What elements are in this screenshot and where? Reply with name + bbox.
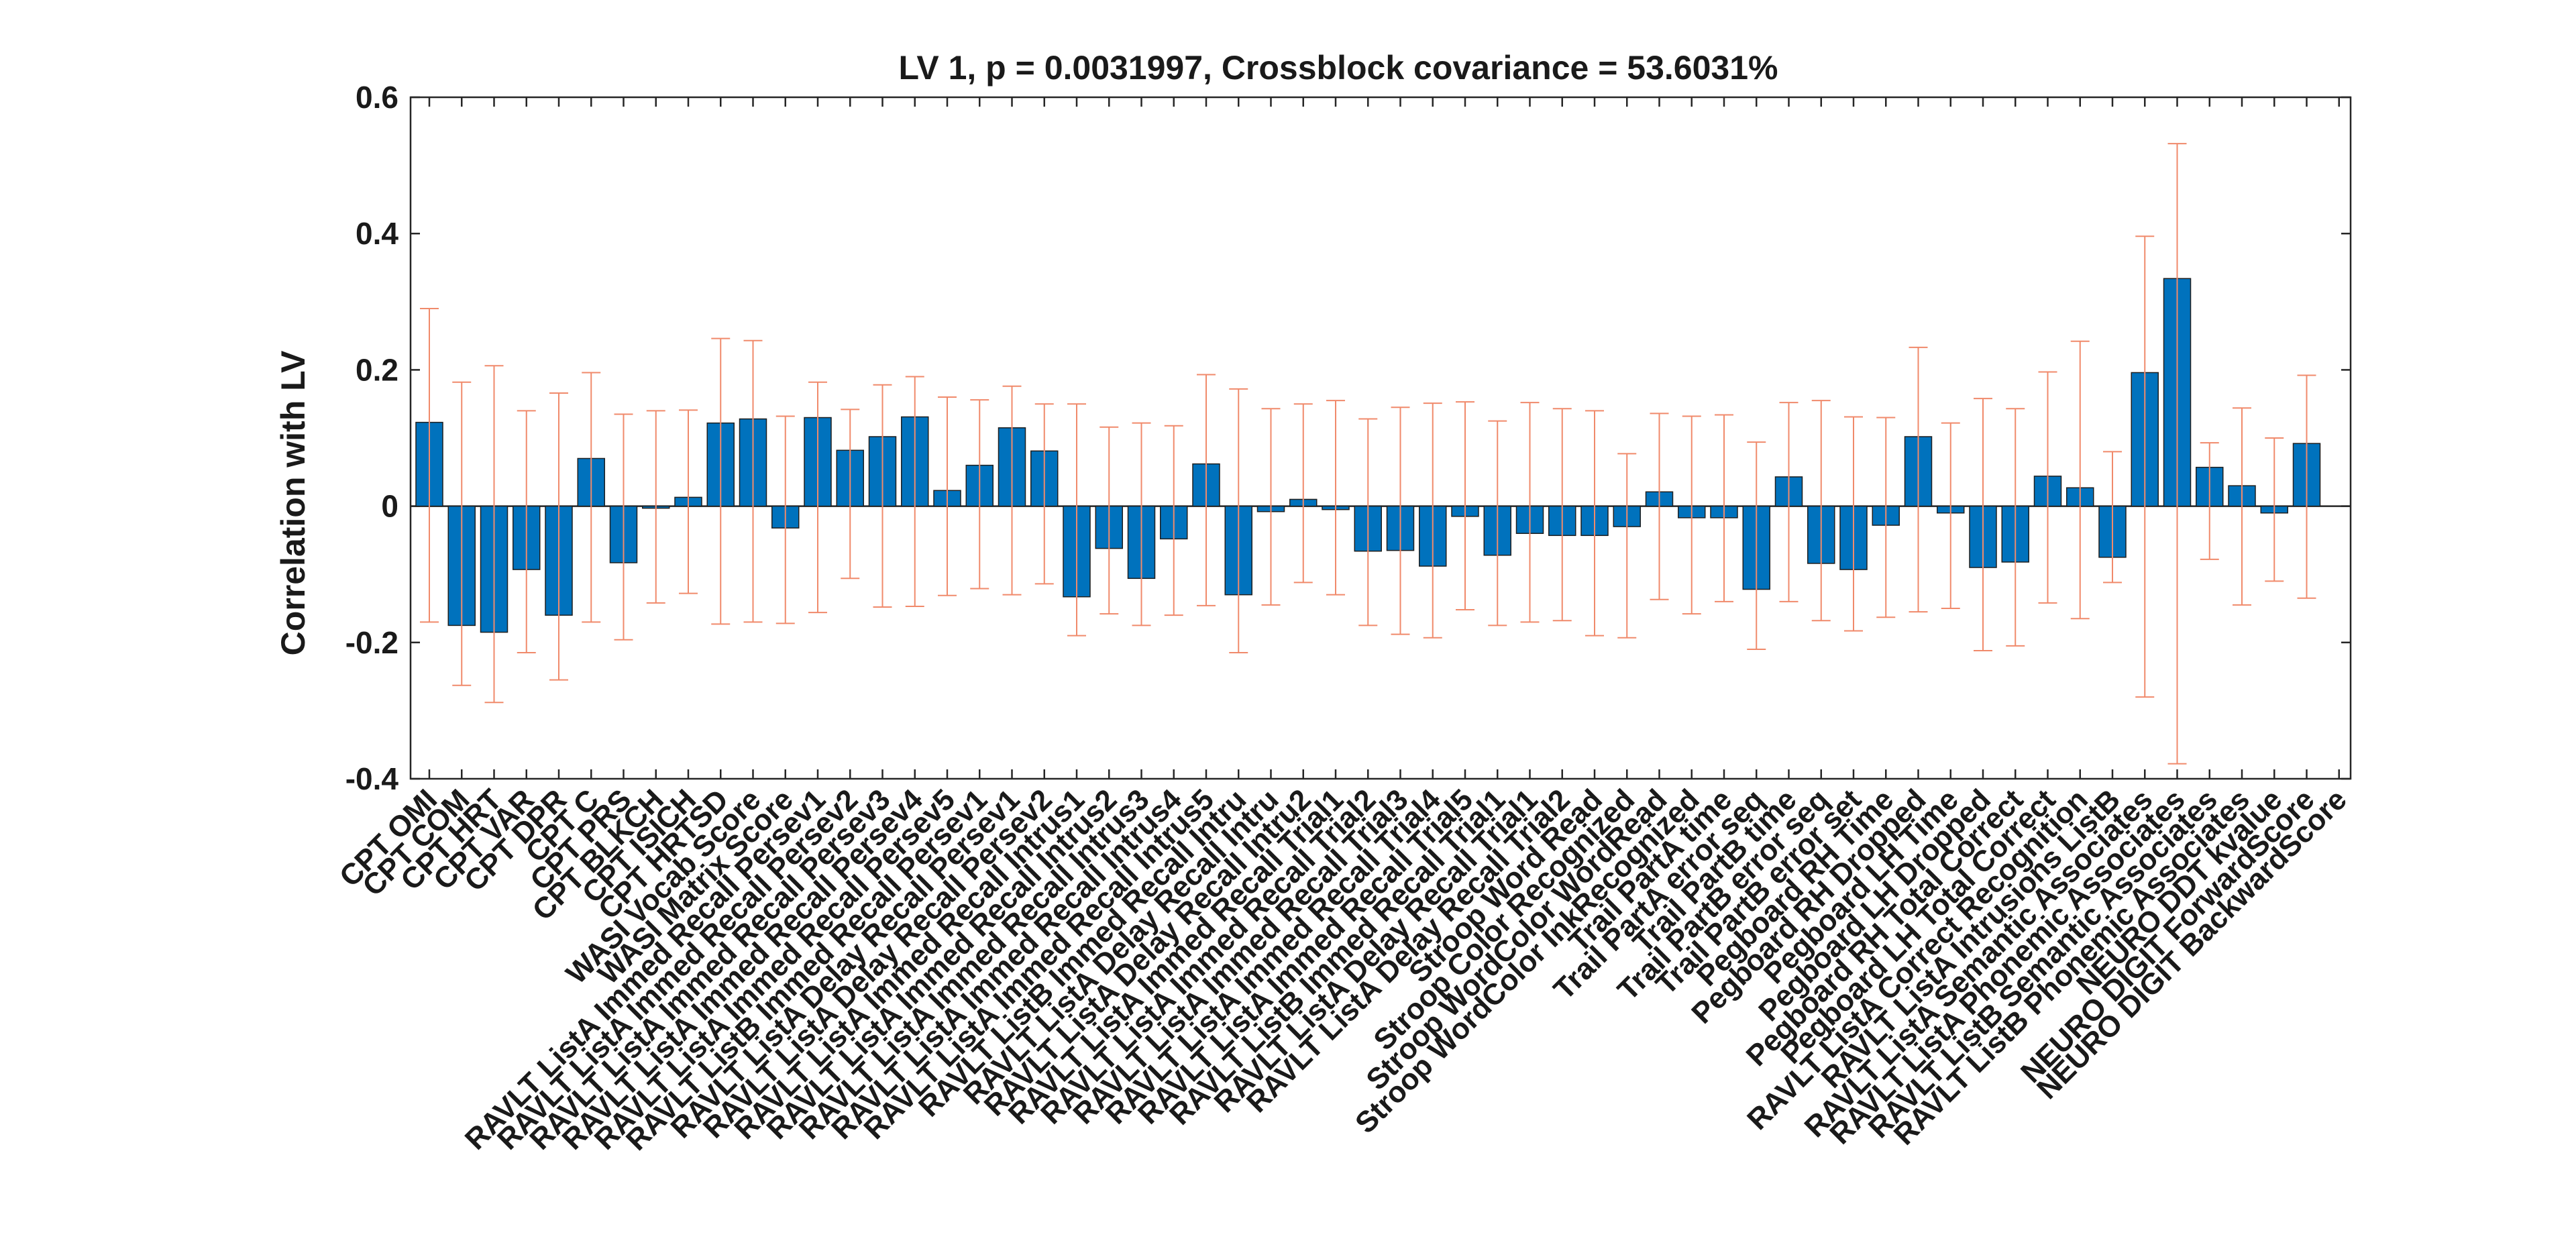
- y-tick-label: 0: [381, 489, 398, 524]
- y-tick-label: -0.4: [345, 761, 399, 796]
- y-tick-label: 0.2: [356, 352, 398, 387]
- chart-title: LV 1, p = 0.0031997, Crossblock covarian…: [899, 49, 1778, 87]
- plot-frame: [409, 96, 2352, 780]
- y-tick-label: 0.6: [356, 80, 398, 115]
- y-axis-label: Correlation with LV: [274, 350, 312, 655]
- y-tick-label: 0.4: [356, 216, 398, 251]
- y-tick-label: -0.2: [345, 625, 398, 660]
